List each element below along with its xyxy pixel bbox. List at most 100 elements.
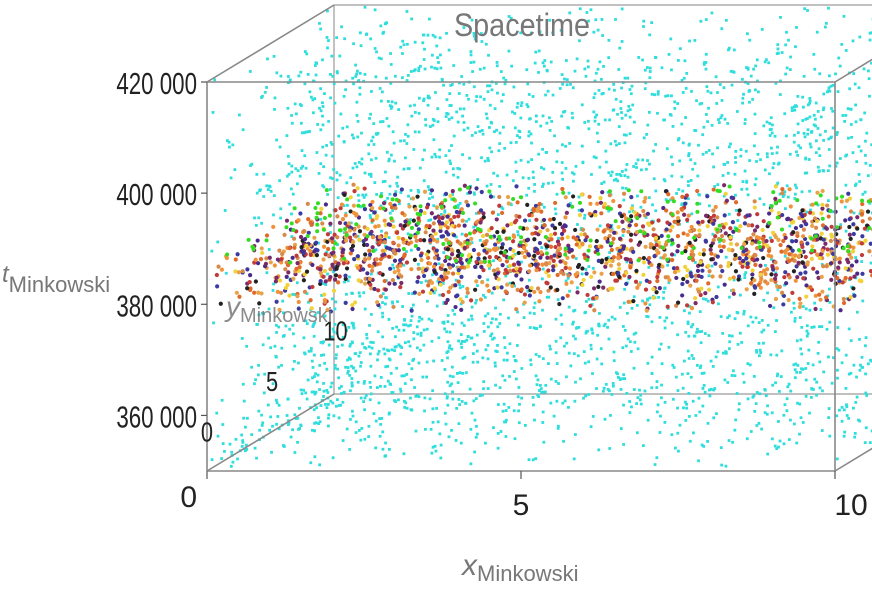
- lattice-point: [213, 78, 217, 82]
- lattice-point: [507, 316, 510, 320]
- event-point: [820, 289, 825, 294]
- lattice-point: [741, 101, 745, 105]
- lattice-point: [812, 123, 816, 127]
- green-event-point: [345, 197, 350, 202]
- lattice-point: [387, 157, 391, 161]
- lattice-point: [837, 348, 841, 352]
- lattice-point: [495, 350, 499, 353]
- event-point: [326, 246, 331, 252]
- lattice-point: [417, 395, 421, 399]
- lattice-point: [556, 424, 560, 428]
- lattice-point: [467, 97, 470, 101]
- lattice-point: [828, 164, 832, 168]
- lattice-point: [622, 301, 626, 305]
- lattice-point: [506, 351, 509, 355]
- lattice-point: [648, 76, 652, 80]
- lattice-point: [331, 154, 335, 158]
- green-event-point: [860, 198, 865, 203]
- lattice-point: [669, 37, 673, 41]
- lattice-point: [570, 111, 574, 115]
- lattice-point: [864, 426, 868, 430]
- lattice-point: [296, 416, 300, 420]
- lattice-point: [628, 88, 632, 91]
- event-point: [547, 261, 552, 266]
- lattice-point: [331, 270, 335, 274]
- lattice-point: [282, 445, 286, 448]
- lattice-point: [367, 435, 371, 439]
- event-point: [575, 290, 580, 295]
- lattice-point: [389, 106, 393, 110]
- lattice-point: [695, 363, 699, 367]
- lattice-point: [422, 33, 426, 37]
- lattice-point: [478, 130, 482, 133]
- lattice-point: [351, 166, 355, 170]
- event-point: [456, 279, 461, 284]
- lattice-point: [342, 204, 346, 208]
- lattice-point: [659, 256, 663, 260]
- lattice-point: [514, 140, 518, 144]
- event-point: [733, 200, 739, 205]
- lattice-point: [326, 272, 329, 276]
- event-point: [304, 243, 309, 248]
- lattice-point: [814, 124, 818, 128]
- lattice-point: [250, 365, 254, 369]
- lattice-point: [758, 392, 762, 396]
- green-event-point: [488, 234, 493, 239]
- lattice-point: [329, 385, 333, 389]
- event-point: [744, 256, 749, 261]
- lattice-point: [504, 435, 508, 438]
- lattice-point: [853, 82, 857, 86]
- event-point: [545, 227, 550, 233]
- event-point: [549, 237, 554, 242]
- lattice-point: [405, 250, 408, 253]
- green-event-point: [315, 211, 320, 216]
- lattice-point: [447, 435, 451, 439]
- event-point: [566, 273, 571, 278]
- lattice-point: [435, 406, 438, 410]
- event-point: [279, 260, 284, 265]
- lattice-point: [529, 132, 533, 136]
- lattice-point: [406, 232, 410, 236]
- lattice-point: [665, 147, 669, 151]
- event-point: [341, 261, 346, 266]
- event-point: [237, 294, 242, 299]
- event-point: [370, 264, 375, 269]
- lattice-point: [465, 219, 468, 223]
- lattice-point: [402, 323, 406, 327]
- event-point: [517, 214, 522, 219]
- lattice-point: [277, 365, 281, 369]
- event-point: [486, 263, 491, 268]
- event-point: [742, 241, 747, 247]
- lattice-point: [395, 181, 399, 185]
- lattice-point: [786, 195, 790, 199]
- lattice-point: [865, 131, 869, 135]
- event-point: [617, 274, 622, 280]
- event-point: [675, 266, 680, 271]
- lattice-point: [412, 148, 416, 151]
- lattice-point: [390, 105, 394, 109]
- event-point: [849, 263, 855, 268]
- green-event-point: [291, 228, 296, 233]
- lattice-point: [808, 142, 812, 146]
- green-event-point: [670, 212, 675, 217]
- lattice-point: [796, 363, 800, 367]
- lattice-point: [644, 81, 648, 85]
- lattice-point: [689, 375, 693, 379]
- green-event-point: [734, 228, 739, 233]
- lattice-point: [351, 366, 355, 370]
- lattice-point: [574, 257, 578, 260]
- lattice-point: [362, 400, 366, 403]
- event-point: [765, 267, 770, 272]
- event-point: [786, 259, 792, 264]
- green-event-point: [780, 227, 785, 232]
- lattice-point: [631, 204, 634, 208]
- event-point: [607, 258, 612, 263]
- event-point: [625, 257, 630, 262]
- event-point: [711, 208, 716, 213]
- lattice-point: [705, 85, 709, 89]
- event-point: [365, 271, 370, 276]
- lattice-point: [391, 300, 394, 304]
- event-point: [703, 213, 709, 218]
- lattice-point: [621, 325, 625, 328]
- lattice-point: [676, 431, 680, 435]
